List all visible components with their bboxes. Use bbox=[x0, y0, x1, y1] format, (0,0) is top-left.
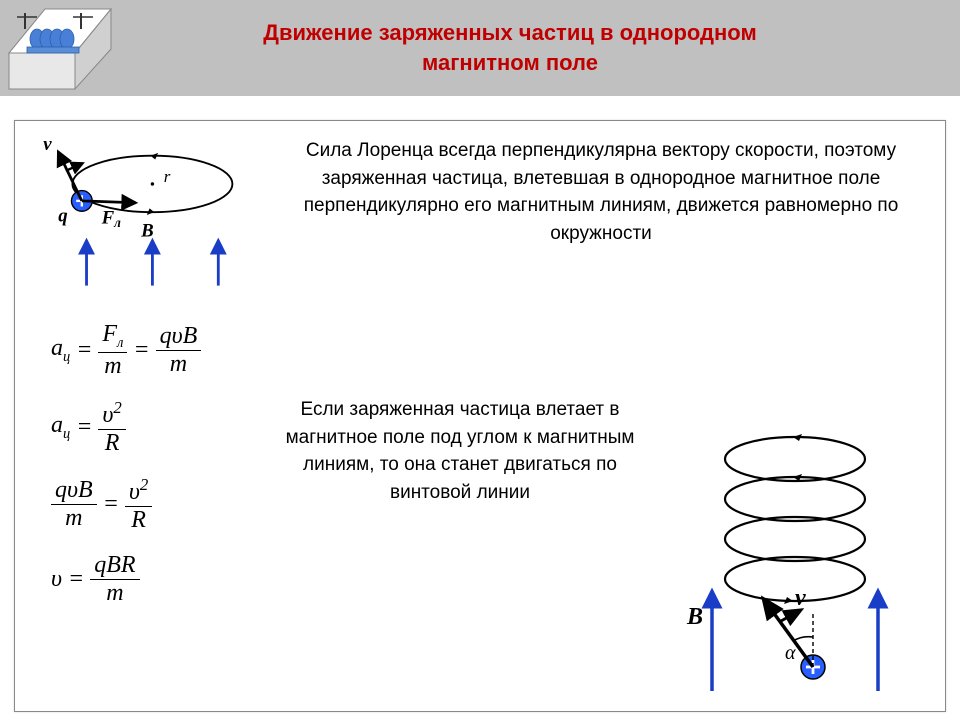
title-line-2: магнитном поле bbox=[422, 50, 598, 75]
f3-rden: R bbox=[125, 507, 152, 534]
f2-lhs-sub: ц bbox=[63, 426, 70, 442]
radius-label: r bbox=[164, 167, 171, 186]
formula-4: υ = qBR m bbox=[51, 552, 281, 607]
f1-lhs: a bbox=[51, 335, 63, 361]
f1-r1-num: F bbox=[102, 321, 117, 347]
paragraph-1: Сила Лоренца всегда перпендикулярна вект… bbox=[275, 137, 927, 247]
f2-den: R bbox=[98, 430, 125, 457]
f3-rnum: υ bbox=[129, 479, 140, 505]
helix-diagram: B v α bbox=[665, 419, 915, 699]
helix-B-label: B bbox=[686, 604, 703, 630]
formula-1: aц = Fл m = qυB m bbox=[51, 321, 281, 380]
formula-2: aц = υ2 R bbox=[51, 398, 281, 457]
f2-sup: 2 bbox=[113, 398, 121, 417]
helix-alpha-label: α bbox=[785, 642, 796, 664]
formula-block: aц = Fл m = qυB m aц = υ2 R bbox=[51, 321, 281, 625]
title-line-1: Движение заряженных частиц в однородном bbox=[263, 20, 756, 45]
charge-label: q bbox=[58, 206, 67, 227]
formula-3: qυB m = υ2 R bbox=[51, 475, 281, 534]
f3-lnum: qυB bbox=[51, 477, 97, 505]
helix-v-label: v bbox=[795, 585, 806, 611]
f1-lhs-sub: ц bbox=[63, 349, 70, 365]
f1-r1-den: m bbox=[98, 353, 127, 380]
slide-title: Движение заряженных частиц в однородном … bbox=[120, 18, 960, 77]
f4-den: m bbox=[90, 580, 139, 607]
f3-lden: m bbox=[51, 505, 97, 532]
content-box: r q v Fл B Сила Лоренца всегда перпе bbox=[14, 120, 946, 712]
velocity-label: v bbox=[43, 135, 52, 155]
f1-r1-num-sub: л bbox=[117, 335, 123, 351]
f4-lhs: υ bbox=[51, 566, 62, 593]
field-label: B bbox=[140, 221, 154, 242]
force-label: Fл bbox=[101, 207, 122, 230]
f1-r2-num: qυB bbox=[156, 323, 202, 351]
f3-rsup: 2 bbox=[140, 475, 148, 494]
paragraph-2: Если заряженная частица влетает в магнит… bbox=[275, 396, 645, 506]
header-bar: Движение заряженных частиц в однородном … bbox=[0, 0, 960, 96]
f4-num: qBR bbox=[90, 552, 139, 580]
circular-motion-diagram: r q v Fл B bbox=[33, 135, 253, 295]
f1-r2-den: m bbox=[156, 351, 202, 378]
f2-lhs: a bbox=[51, 412, 63, 438]
logo-icon bbox=[0, 0, 120, 96]
slide: Движение заряженных частиц в однородном … bbox=[0, 0, 960, 720]
f2-num: υ bbox=[102, 402, 113, 428]
